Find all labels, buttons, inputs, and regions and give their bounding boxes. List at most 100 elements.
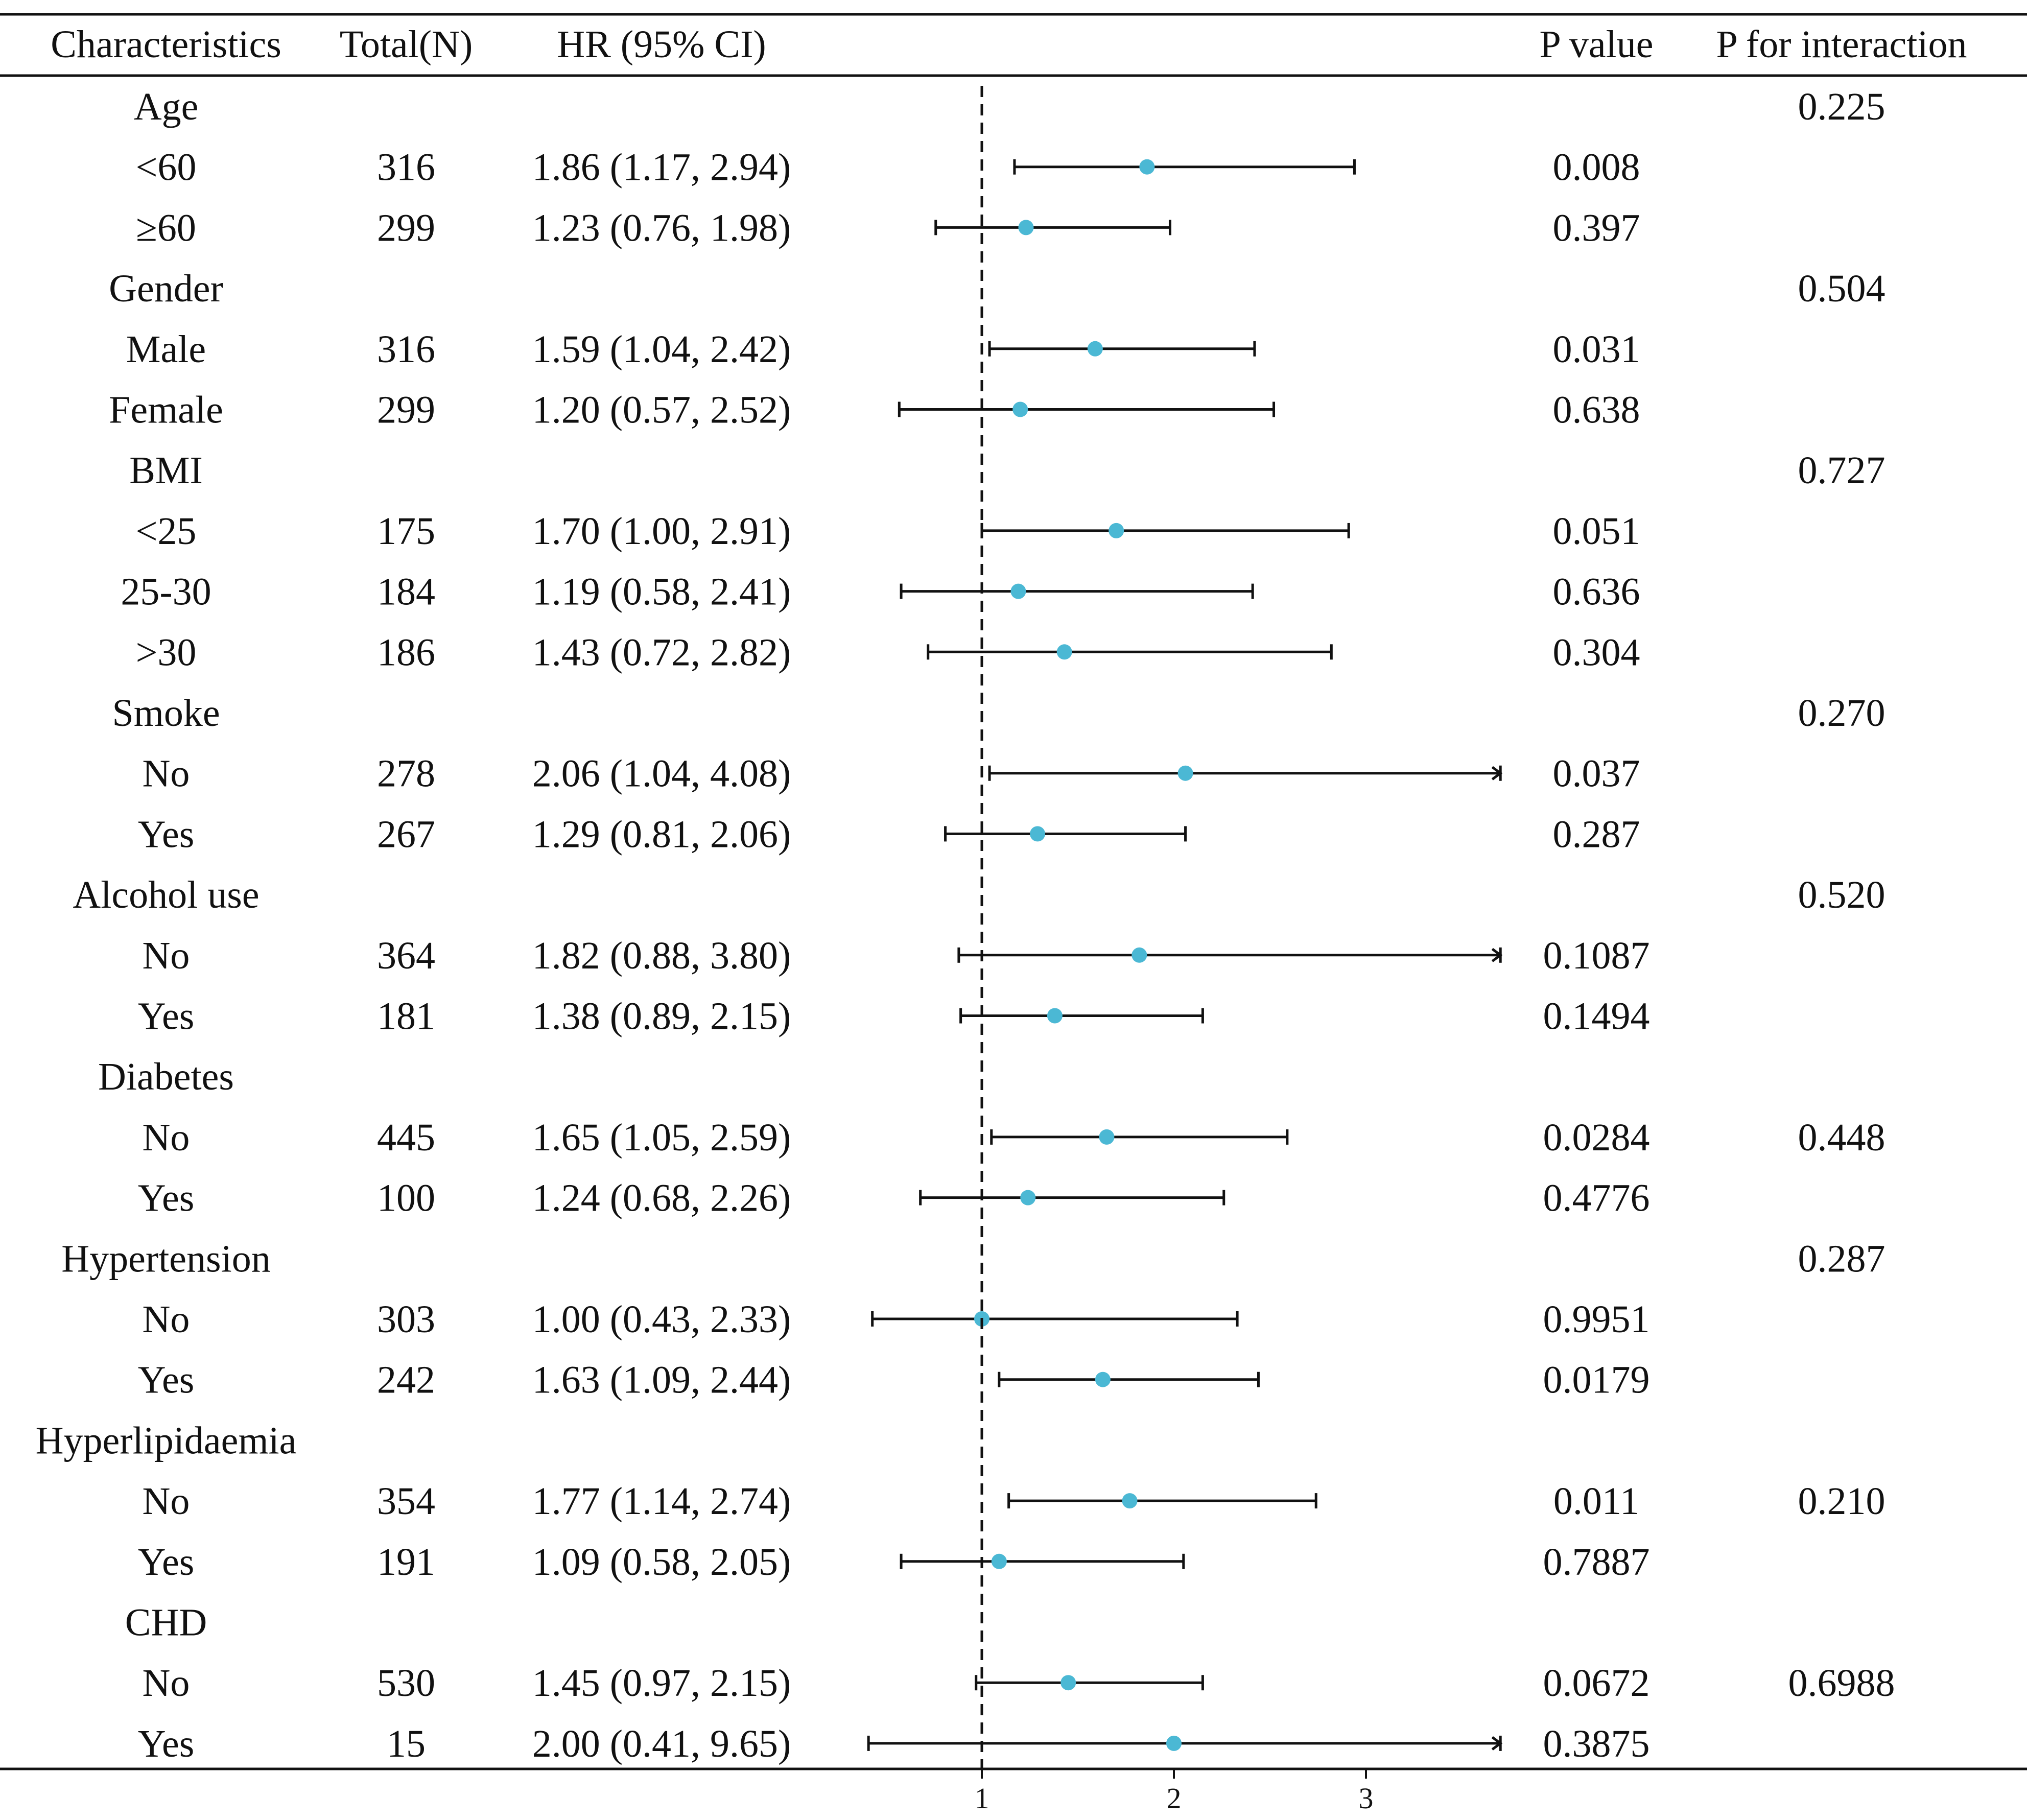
subgroup-label: Yes [138,813,195,856]
p-value: 0.1087 [1543,934,1650,977]
subgroup-label: Male [126,328,206,371]
subgroup-label: No [143,1480,190,1523]
x-tick-label: 3 [1359,1782,1374,1815]
total-n: 299 [377,206,435,249]
group-label: Age [134,85,199,128]
total-n: 242 [377,1359,435,1402]
group-label: Alcohol use [73,873,259,916]
subgroup-label: ≥60 [136,206,196,249]
hr-ci-text: 1.65 (1.05, 2.59) [532,1116,791,1159]
hr-point [1095,1372,1111,1387]
p-value: 0.011 [1553,1480,1639,1523]
total-n: 186 [377,631,435,674]
subgroup-label: <60 [136,146,197,189]
total-n: 354 [377,1480,435,1523]
p-value: 0.037 [1553,752,1640,795]
p-interaction: 0.270 [1798,692,1885,735]
hr-ci-text: 1.19 (0.58, 2.41) [532,571,791,613]
subgroup-label: >30 [136,631,197,674]
hr-point [1010,584,1026,599]
subgroup-label: Female [109,389,223,432]
hr-ci-text: 2.06 (1.04, 4.08) [532,752,791,795]
hr-point [1060,1675,1076,1690]
hr-ci-text: 1.45 (0.97, 2.15) [532,1662,791,1705]
total-n: 316 [377,328,435,371]
hr-ci-text: 1.59 (1.04, 2.42) [532,328,791,371]
subgroup-label: 25-30 [121,571,211,613]
subgroup-label: Yes [138,1359,195,1402]
hr-ci-text: 1.23 (0.76, 1.98) [532,206,791,249]
total-n: 175 [377,510,435,553]
p-value: 0.1494 [1543,995,1650,1038]
group-label: Smoke [112,692,220,735]
p-value: 0.0179 [1543,1359,1650,1402]
p-value: 0.287 [1553,813,1640,856]
hr-point [1012,402,1028,417]
p-value: 0.0284 [1543,1116,1650,1159]
subgroup-label: Yes [138,1177,195,1220]
p-value: 0.7887 [1543,1541,1650,1583]
total-n: 364 [377,934,435,977]
header-hr: HR (95% CI) [557,23,766,66]
p-interaction: 0.6988 [1788,1662,1895,1705]
total-n: 181 [377,995,435,1038]
hr-point [1020,1190,1035,1206]
group-label: Hyperlipidaemia [36,1419,297,1462]
p-value: 0.397 [1553,206,1640,249]
p-value: 0.304 [1553,631,1640,674]
p-interaction: 0.210 [1798,1480,1885,1523]
total-n: 316 [377,146,435,189]
hr-point [1132,948,1147,963]
group-row: Diabetes [98,1055,234,1098]
total-n: 100 [377,1177,435,1220]
hr-ci-text: 1.09 (0.58, 2.05) [532,1541,791,1583]
subgroup-label: No [143,934,190,977]
subgroup-label: Yes [138,995,195,1038]
p-value: 0.051 [1553,510,1640,553]
group-row: CHD [125,1601,207,1644]
hr-ci-text: 1.24 (0.68, 2.26) [532,1177,791,1220]
p-interaction: 0.504 [1798,267,1885,310]
p-interaction: 0.520 [1798,873,1885,916]
hr-ci-text: 1.00 (0.43, 2.33) [532,1298,791,1341]
hr-ci-text: 1.77 (1.14, 2.74) [532,1480,791,1523]
header-characteristics: Characteristics [51,23,281,66]
p-interaction: 0.225 [1798,85,1885,128]
hr-ci-text: 1.86 (1.17, 2.94) [532,146,791,189]
group-label: Diabetes [98,1055,234,1098]
hr-ci-text: 1.43 (0.72, 2.82) [532,631,791,674]
hr-point [1122,1493,1138,1508]
header-p-interaction: P for interaction [1716,23,1967,66]
p-value: 0.4776 [1543,1177,1650,1220]
p-interaction: 0.448 [1798,1116,1885,1159]
x-tick-label: 2 [1167,1782,1182,1815]
subgroup-label: Yes [138,1722,195,1765]
group-label: Hypertension [61,1237,270,1280]
hr-point [1178,766,1193,781]
group-row: Hyperlipidaemia [36,1419,297,1462]
total-n: 267 [377,813,435,856]
plot-background [0,0,2027,1820]
header-total: Total(N) [340,23,473,66]
subgroup-label: No [143,1298,190,1341]
subgroup-label: No [143,752,190,795]
hr-ci-text: 1.63 (1.09, 2.44) [532,1359,791,1402]
hr-ci-text: 1.20 (0.57, 2.52) [532,389,791,432]
group-label: Gender [109,267,223,310]
total-n: 278 [377,752,435,795]
total-n: 445 [377,1116,435,1159]
hr-point [1166,1736,1182,1751]
subgroup-label: No [143,1662,190,1705]
p-value: 0.9951 [1543,1298,1650,1341]
hr-ci-text: 1.38 (0.89, 2.15) [532,995,791,1038]
hr-point [1139,159,1154,175]
hr-point [1018,220,1033,235]
header-p-value: P value [1539,23,1653,66]
hr-point [1030,826,1045,841]
p-value: 0.031 [1553,328,1640,371]
total-n: 530 [377,1662,435,1705]
hr-point [1057,644,1072,659]
total-n: 184 [377,571,435,613]
p-interaction: 0.287 [1798,1237,1885,1280]
group-label: BMI [129,449,203,492]
